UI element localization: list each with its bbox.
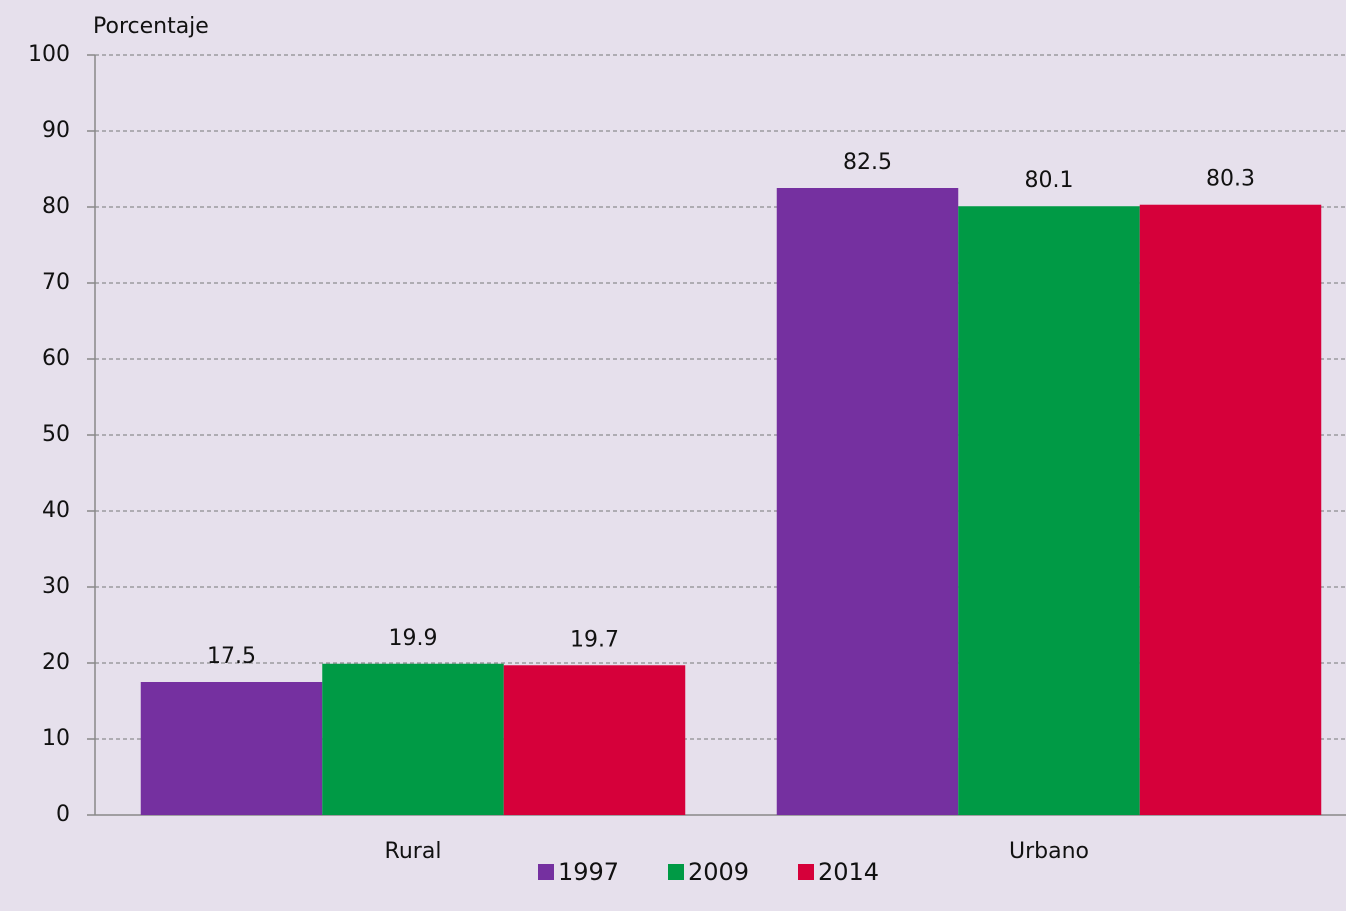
legend-label: 2009 (688, 858, 749, 886)
legend-swatch (538, 864, 554, 880)
bar (503, 665, 686, 815)
value-label: 80.1 (1025, 168, 1074, 193)
bar (776, 188, 959, 815)
y-tick-label: 70 (42, 270, 70, 295)
y-tick-label: 100 (28, 42, 70, 67)
bar (958, 206, 1140, 816)
legend-swatch (668, 864, 684, 880)
bar (322, 663, 504, 815)
value-label: 82.5 (843, 150, 892, 175)
y-axis-label: Porcentaje (93, 14, 209, 39)
y-tick-label: 10 (42, 726, 70, 751)
y-tick-label: 20 (42, 650, 70, 675)
legend-label: 1997 (558, 858, 619, 886)
y-tick-label: 0 (56, 802, 70, 827)
x-tick-label: Urbano (1009, 839, 1089, 864)
bar (140, 682, 323, 815)
y-tick-label: 90 (42, 118, 70, 143)
value-label: 80.3 (1206, 167, 1255, 192)
y-tick-label: 60 (42, 346, 70, 371)
y-tick-label: 40 (42, 498, 70, 523)
y-tick-label: 50 (42, 422, 70, 447)
legend-swatch (798, 864, 814, 880)
y-tick-label: 30 (42, 574, 70, 599)
x-tick-label: Rural (385, 839, 442, 864)
value-label: 19.7 (570, 627, 619, 652)
bar (1139, 204, 1322, 816)
legend-label: 2014 (818, 858, 879, 886)
y-tick-label: 80 (42, 194, 70, 219)
value-label: 19.9 (389, 626, 438, 651)
value-label: 17.5 (207, 644, 256, 669)
